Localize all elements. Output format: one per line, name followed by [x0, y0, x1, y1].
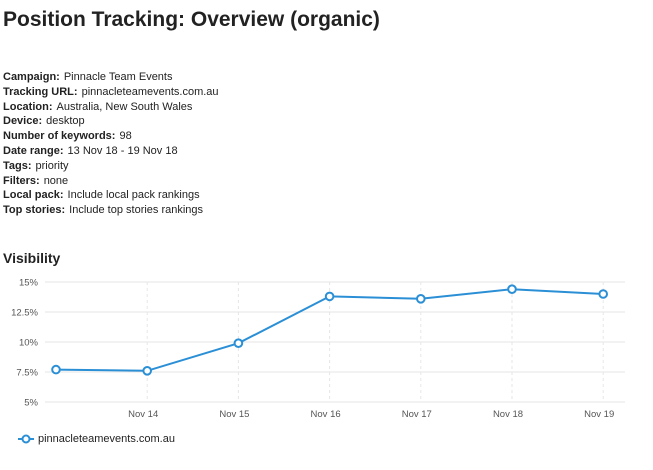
meta-value: desktop	[46, 115, 85, 128]
meta-label: Top stories:	[3, 204, 66, 217]
report-details: Campaign: Pinnacle Team Events Tracking U…	[3, 70, 219, 218]
meta-label: Local pack:	[3, 189, 64, 202]
meta-value: pinnacleteamevents.com.au	[81, 85, 219, 98]
meta-label: Campaign:	[3, 71, 60, 83]
x-tick-label: Nov 17	[402, 409, 432, 420]
meta-label: Number of keywords:	[3, 130, 116, 143]
meta-campaign: Campaign: Pinnacle Team Events	[3, 70, 219, 85]
meta-local-pack: Local pack: Include local pack rankings	[3, 188, 219, 203]
y-tick-label: 7.5%	[16, 368, 38, 379]
y-tick-label: 5%	[24, 398, 38, 409]
y-tick-label: 10%	[19, 338, 39, 349]
page-title: Position Tracking: Overview (organic)	[3, 8, 380, 31]
x-tick-label: Nov 16	[311, 409, 341, 420]
meta-tracking-url: Tracking URL: pinnacleteamevents.com.au	[3, 85, 219, 100]
meta-label: Tracking URL:	[3, 85, 78, 98]
data-point	[51, 364, 61, 375]
x-tick-label: Nov 19	[584, 409, 614, 420]
chart-legend[interactable]: pinnacleteamevents.com.au	[18, 433, 175, 445]
meta-value: 13 Nov 18 - 19 Nov 18	[67, 144, 178, 157]
data-point	[233, 338, 244, 348]
data-point	[507, 284, 517, 295]
data-point	[416, 294, 426, 304]
data-point	[324, 291, 335, 302]
meta-keywords: Number of keywords: 98	[3, 129, 219, 144]
legend-marker-icon	[18, 434, 34, 444]
meta-tags: Tags: priority	[3, 159, 219, 174]
meta-label: Date range:	[3, 144, 64, 157]
y-tick-label: 15%	[19, 278, 39, 289]
data-point	[598, 289, 609, 299]
meta-date-range: Date range: 13 Nov 18 - 19 Nov 18	[3, 144, 219, 159]
meta-device: Device: desktop	[3, 114, 219, 129]
meta-label: Tags:	[3, 159, 32, 172]
x-tick-label: Nov 14	[128, 409, 158, 420]
y-tick-label: 12.5%	[11, 308, 38, 319]
data-point	[142, 366, 152, 376]
meta-value: none	[43, 174, 69, 187]
x-tick-label: Nov 18	[493, 409, 523, 420]
meta-location: Location: Australia, New South Wales	[3, 100, 219, 115]
visibility-title: Visibility	[3, 250, 61, 266]
meta-filters: Filters: none	[3, 174, 219, 189]
meta-value: Pinnacle Team Events	[63, 71, 173, 83]
meta-label: Location:	[3, 100, 53, 113]
meta-label: Filters:	[3, 174, 40, 187]
meta-value: Australia, New South Wales	[56, 100, 193, 113]
legend-series-label: pinnacleteamevents.com.au	[38, 433, 175, 445]
meta-value: priority	[35, 159, 69, 172]
meta-top-stories: Top stories: Include top stories rankings	[3, 203, 219, 218]
meta-label: Device:	[3, 115, 43, 128]
x-tick-label: Nov 15	[219, 409, 249, 420]
meta-value: Include top stories rankings	[69, 204, 204, 217]
visibility-chart: 15% 12.5% 10% 7.5% 5% Nov 14 Nov 15 Nov 16 Nov 1…	[11, 278, 625, 420]
meta-value: Include local pack rankings	[67, 189, 200, 202]
meta-value: 98	[119, 130, 132, 143]
